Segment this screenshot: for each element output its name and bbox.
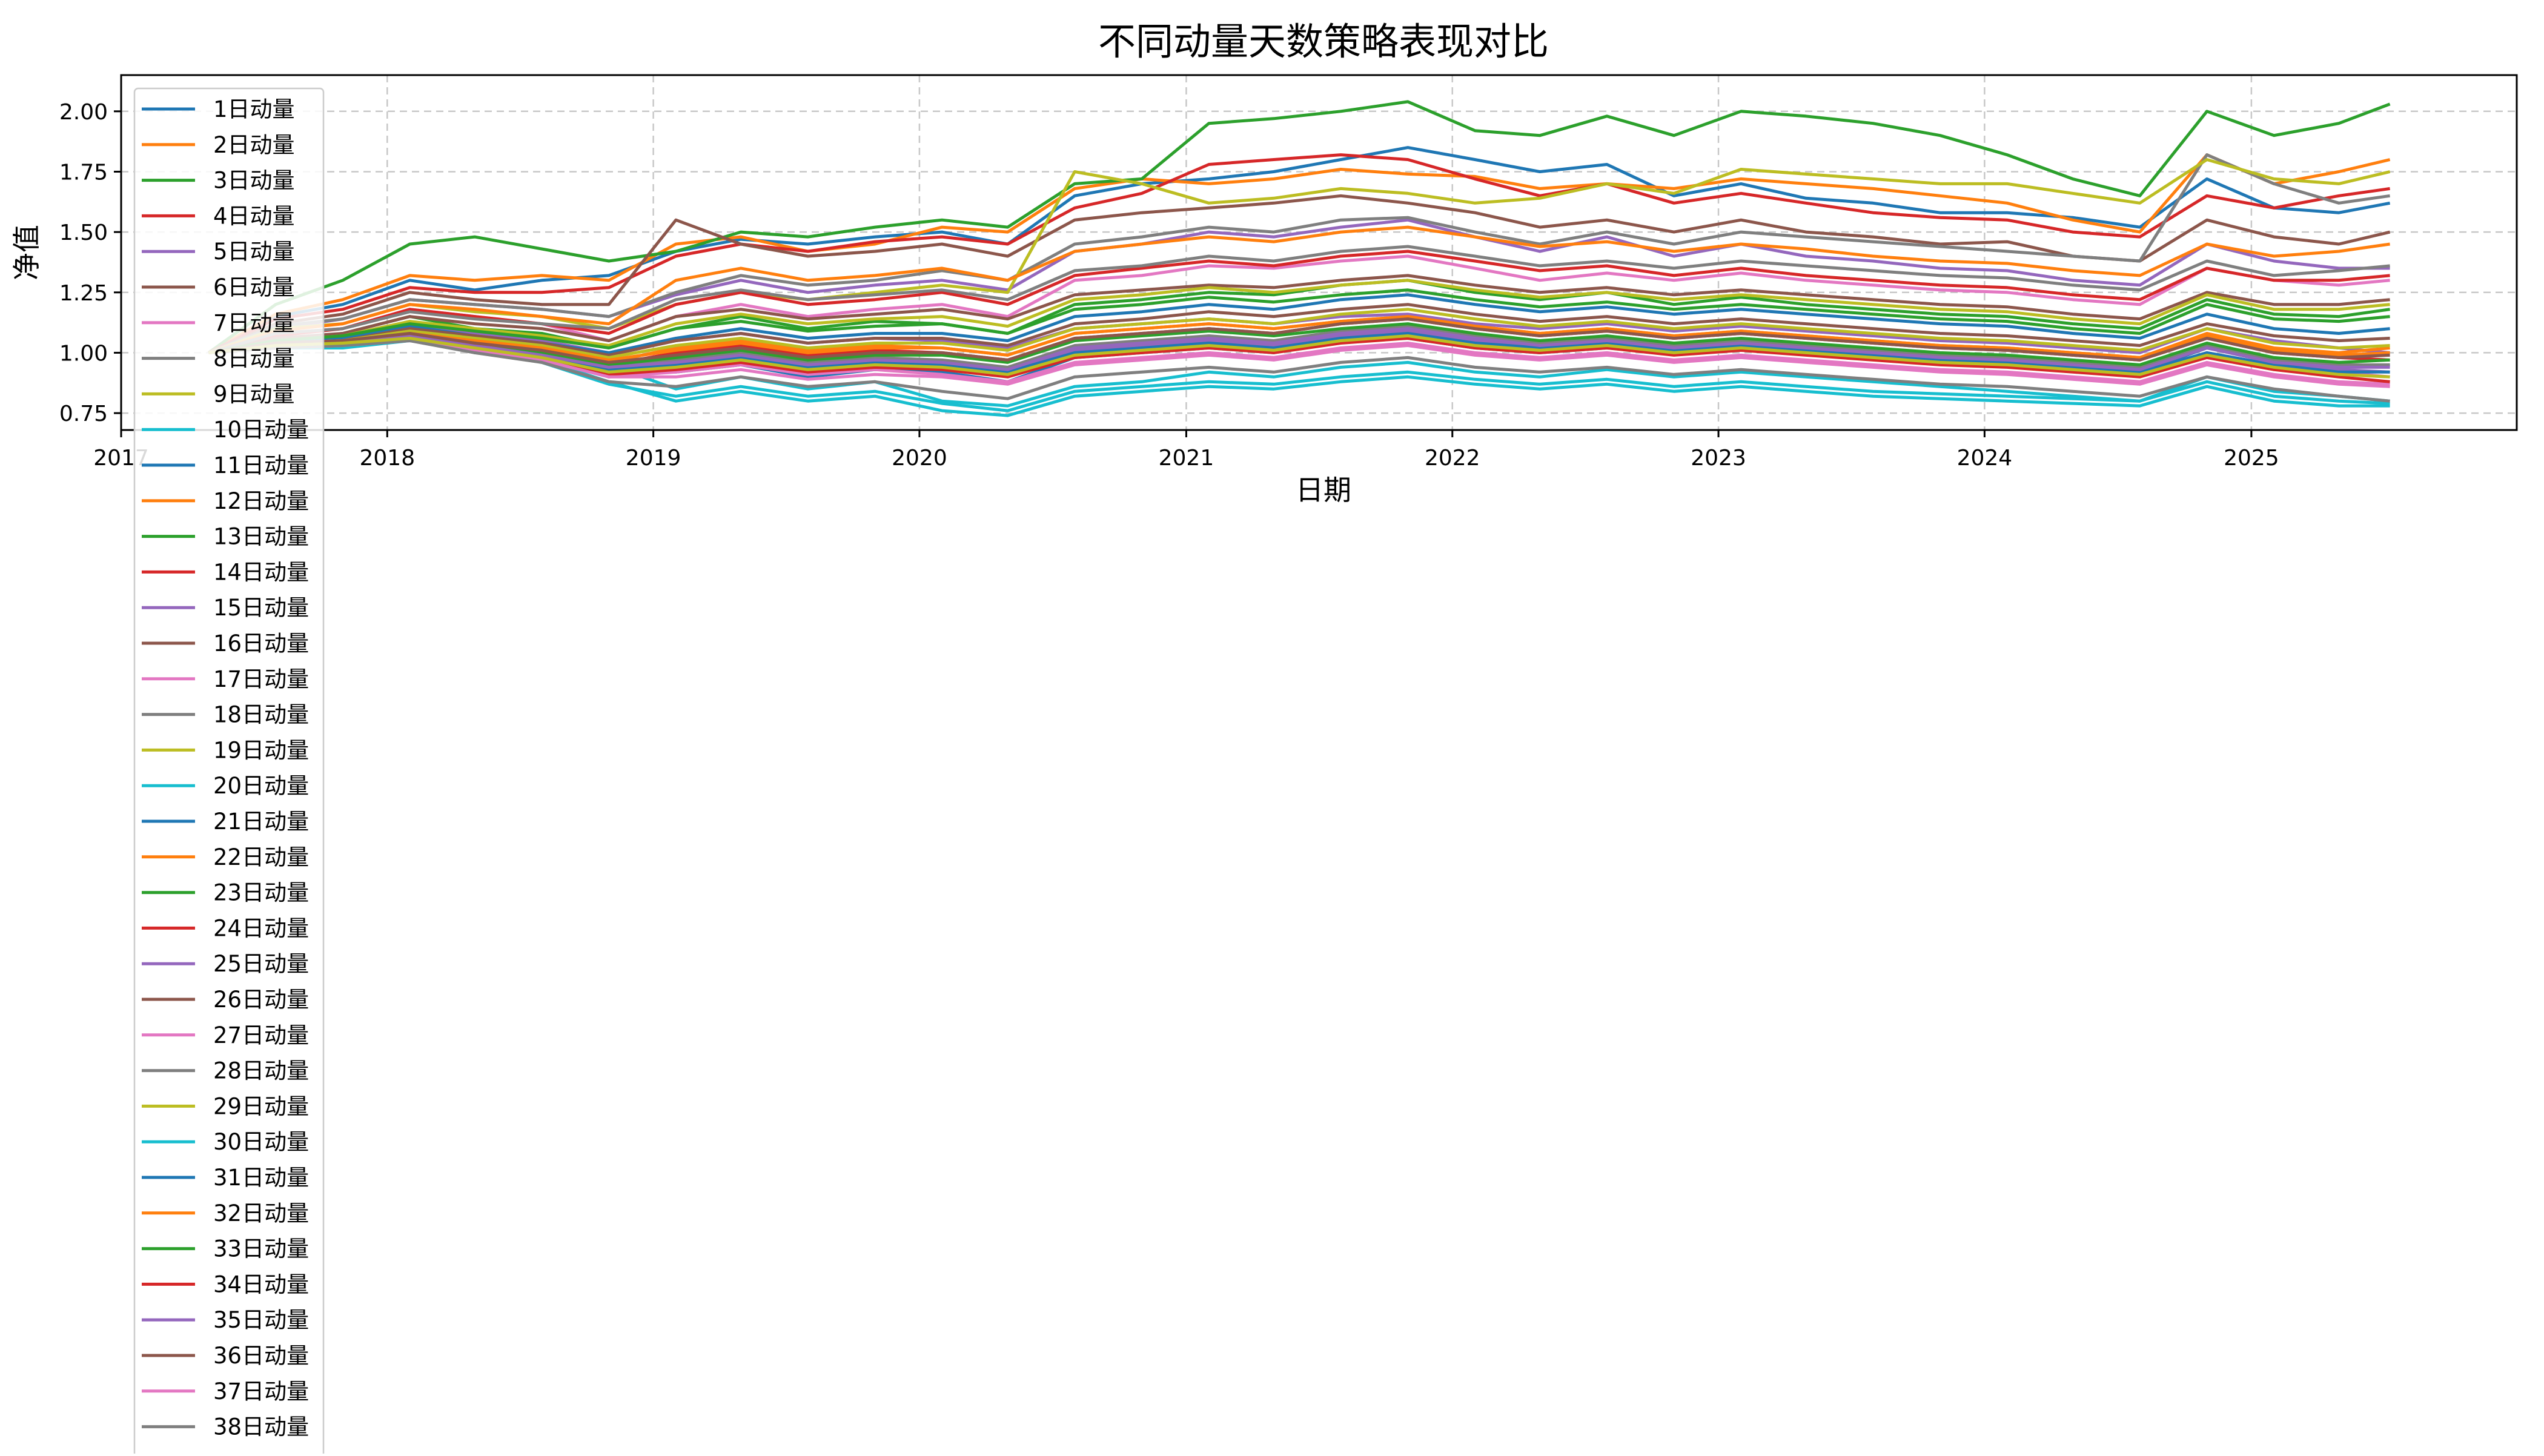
x-tick-label: 2019 <box>626 446 681 471</box>
series-line-39 <box>208 334 2390 379</box>
y-axis-ticks: 0.75 1.00 1.25 1.50 1.75 2.00 <box>59 100 121 426</box>
legend-label: 2日动量 <box>213 132 295 158</box>
legend-label: 36日动量 <box>213 1343 309 1369</box>
legend-label: 7日动量 <box>213 310 295 336</box>
legend-label: 23日动量 <box>213 880 309 906</box>
series-line-6 <box>208 194 2391 354</box>
legend-label: 9日动量 <box>213 381 295 407</box>
series-line-16 <box>208 274 2390 354</box>
legend-label: 4日动量 <box>213 203 295 229</box>
x-tick-label: 2023 <box>1691 446 1746 471</box>
legend-label: 18日动量 <box>213 702 309 728</box>
y-tick-label: 1.50 <box>59 220 108 245</box>
legend-label: 20日动量 <box>213 773 309 799</box>
y-tick-label: 1.00 <box>59 341 108 366</box>
chart-title: 不同动量天数策略表现对比 <box>1098 19 1549 64</box>
series-line-23 <box>208 288 2390 354</box>
legend-label: 31日动量 <box>213 1165 309 1191</box>
series-line-4 <box>208 153 2390 354</box>
x-axis-label: 日期 <box>1296 474 1351 506</box>
legend-label: 11日动量 <box>213 452 309 478</box>
legend-label: 8日动量 <box>213 346 295 372</box>
legend-label: 25日动量 <box>213 951 309 977</box>
x-tick-label: 2024 <box>1957 446 2013 471</box>
series-line-9 <box>208 158 2391 354</box>
series-line-33 <box>208 322 2390 366</box>
legend-label: 13日动量 <box>213 524 309 550</box>
series-line-2 <box>208 153 2391 354</box>
x-tick-label: 2018 <box>359 446 415 471</box>
legend-label: 29日动量 <box>213 1093 309 1119</box>
legend-label: 35日动量 <box>213 1307 309 1333</box>
legend-label: 6日动量 <box>213 274 295 300</box>
legend-label: 33日动量 <box>213 1236 309 1262</box>
y-tick-label: 1.75 <box>59 160 108 185</box>
legend-label: 19日动量 <box>213 737 309 763</box>
legend-label: 16日动量 <box>213 630 309 657</box>
y-tick-label: 0.75 <box>59 402 108 426</box>
legend-label: 5日动量 <box>213 239 295 265</box>
legend-label: 27日动量 <box>213 1022 309 1048</box>
plot-frame <box>120 74 2518 431</box>
legend-label: 34日动量 <box>213 1271 309 1297</box>
series-line-12 <box>208 225 2390 354</box>
legend-label: 26日动量 <box>213 987 309 1013</box>
legend-label: 21日动量 <box>213 809 309 835</box>
legend-label: 15日动量 <box>213 595 309 621</box>
legend-label: 3日动量 <box>213 168 295 194</box>
series-line-26 <box>208 303 2390 357</box>
series-line-8 <box>208 153 2390 354</box>
series-lines <box>207 100 2391 417</box>
series-line-36 <box>208 317 2390 364</box>
x-tick-label: 2025 <box>2224 446 2279 471</box>
series-line-14 <box>208 250 2390 354</box>
series-line-18 <box>208 245 2390 354</box>
legend-label: 28日动量 <box>213 1058 309 1084</box>
legend: 1日动量 2日动量 3日动量 4日动量 5日动量 6日动量 7日动量 8日动量 9日动量 10日动… <box>133 87 325 1456</box>
series-line-38 <box>208 339 2390 403</box>
series-line-35 <box>208 327 2390 371</box>
legend-label: 14日动量 <box>213 559 309 585</box>
series-line-7 <box>208 254 2390 354</box>
legend-label: 24日动量 <box>213 915 309 941</box>
y-axis-label: 净值 <box>10 225 43 280</box>
y-tick-label: 2.00 <box>59 100 108 125</box>
legend-label: 1日动量 <box>213 96 295 122</box>
x-tick-label: 2021 <box>1159 446 1214 471</box>
series-line-32 <box>208 315 2390 362</box>
legend-label: 37日动量 <box>213 1378 309 1405</box>
x-tick-label: 2020 <box>892 446 947 471</box>
legend-label: 12日动量 <box>213 488 309 514</box>
series-line-37 <box>208 339 2390 388</box>
y-tick-label: 1.25 <box>59 281 108 306</box>
series-line-29 <box>208 308 2390 359</box>
series-line-3 <box>207 100 2391 354</box>
legend-label: 17日动量 <box>213 666 309 692</box>
legend-label: 22日动量 <box>213 844 309 870</box>
legend-label: 10日动量 <box>213 417 309 443</box>
series-line-19 <box>208 279 2390 354</box>
legend-label: 32日动量 <box>213 1200 309 1226</box>
legend-label: 30日动量 <box>213 1129 309 1155</box>
legend-label: 38日动量 <box>213 1414 309 1440</box>
x-tick-label: 2022 <box>1425 446 1480 471</box>
